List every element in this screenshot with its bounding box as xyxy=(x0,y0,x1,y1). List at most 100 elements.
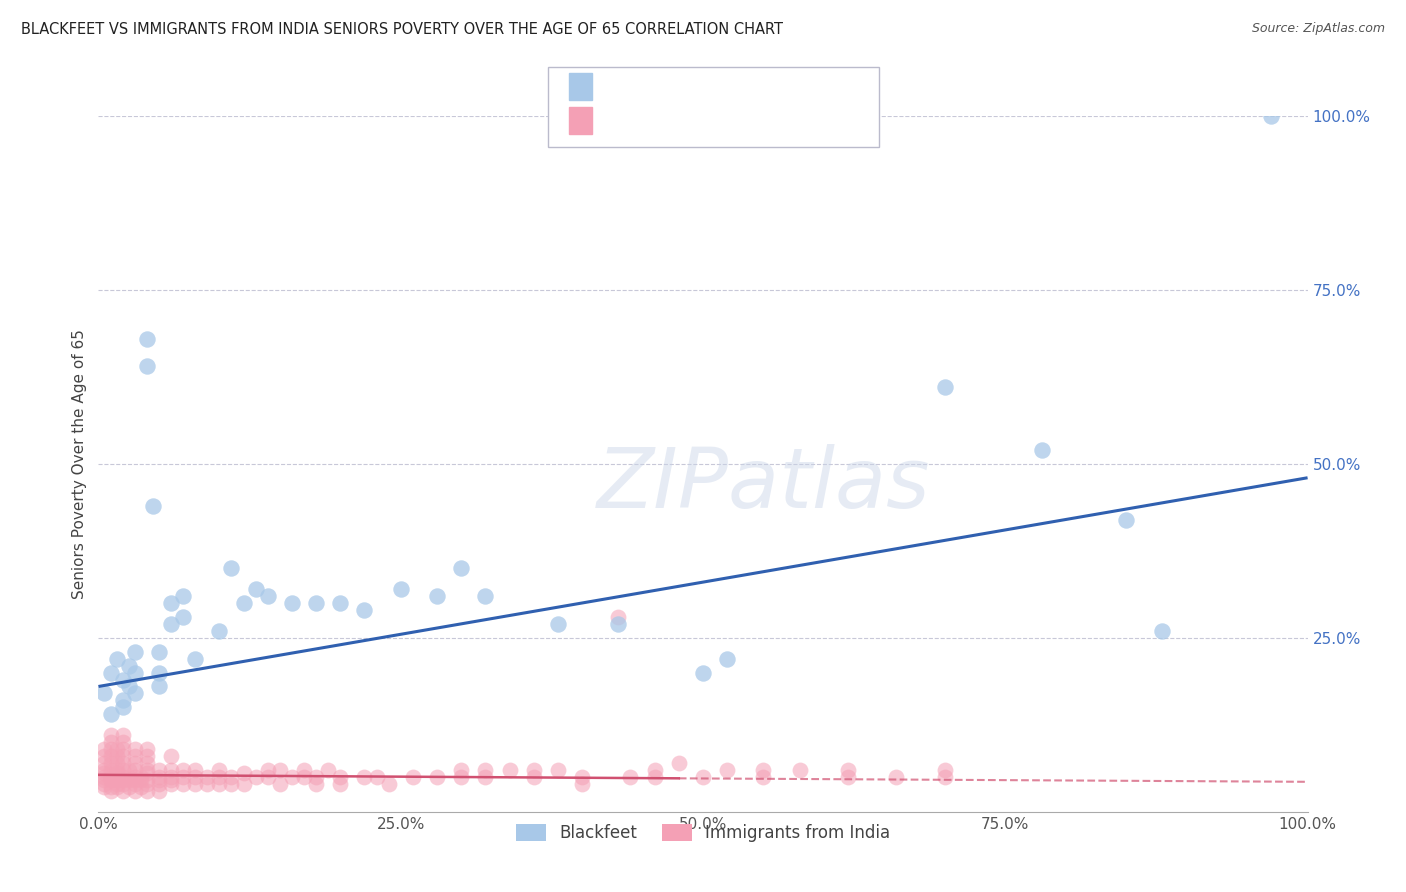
Point xyxy=(111,773,134,788)
Text: N =: N = xyxy=(692,112,744,129)
Point xyxy=(148,763,170,777)
Point xyxy=(402,770,425,784)
Point xyxy=(135,742,157,756)
Point xyxy=(148,784,170,798)
Point xyxy=(329,777,352,791)
Point xyxy=(292,763,315,777)
Point xyxy=(100,742,122,756)
Point xyxy=(837,770,859,784)
Point xyxy=(305,770,328,784)
Point xyxy=(135,763,157,777)
Point xyxy=(184,777,207,791)
Point xyxy=(281,596,304,610)
Point xyxy=(135,777,157,791)
Point xyxy=(607,616,630,631)
Point xyxy=(148,645,170,659)
Point xyxy=(172,777,194,791)
Point xyxy=(148,680,170,694)
Point xyxy=(135,773,157,788)
Point xyxy=(111,777,134,791)
Point xyxy=(353,770,375,784)
Point xyxy=(124,773,146,788)
Point xyxy=(111,742,134,756)
Point xyxy=(474,589,496,603)
Point xyxy=(1031,442,1053,457)
Point xyxy=(93,686,115,700)
Point xyxy=(118,658,141,673)
Point xyxy=(607,610,630,624)
Point xyxy=(172,610,194,624)
Point xyxy=(105,651,128,665)
Point xyxy=(111,700,134,714)
Point xyxy=(93,777,115,791)
Point xyxy=(292,770,315,784)
Point xyxy=(523,763,546,777)
Point xyxy=(644,770,666,784)
Point xyxy=(208,777,231,791)
Point xyxy=(692,665,714,680)
Point xyxy=(118,770,141,784)
Point xyxy=(1152,624,1174,638)
Point xyxy=(886,770,908,784)
Point xyxy=(118,763,141,777)
Point xyxy=(426,770,449,784)
Point xyxy=(172,763,194,777)
Point xyxy=(160,773,183,788)
Point xyxy=(135,332,157,346)
Point xyxy=(221,561,243,575)
Point xyxy=(93,756,115,770)
Point xyxy=(692,770,714,784)
Point xyxy=(148,773,170,788)
Point xyxy=(148,770,170,784)
Point xyxy=(668,756,690,770)
Point xyxy=(474,763,496,777)
Point xyxy=(129,770,152,784)
Point xyxy=(160,777,183,791)
Point xyxy=(118,680,141,694)
Point xyxy=(148,777,170,791)
Point xyxy=(934,380,956,394)
Point xyxy=(245,770,267,784)
Point xyxy=(93,770,115,784)
Point xyxy=(111,693,134,707)
Point xyxy=(184,770,207,784)
Point xyxy=(124,686,146,700)
Point xyxy=(789,763,811,777)
Point xyxy=(547,763,569,777)
Point xyxy=(100,707,122,722)
Point xyxy=(377,777,399,791)
Point xyxy=(716,763,738,777)
Point xyxy=(105,766,128,780)
Point xyxy=(160,749,183,764)
Point xyxy=(172,589,194,603)
Point xyxy=(100,784,122,798)
Point xyxy=(100,665,122,680)
Point xyxy=(100,756,122,770)
Point xyxy=(232,777,254,791)
Point xyxy=(256,589,278,603)
Point xyxy=(93,763,115,777)
Text: 45: 45 xyxy=(741,78,768,95)
Point xyxy=(124,645,146,659)
Point xyxy=(184,763,207,777)
Point xyxy=(111,756,134,770)
Point xyxy=(160,596,183,610)
Point xyxy=(426,589,449,603)
Point xyxy=(148,665,170,680)
Point xyxy=(135,749,157,764)
Point xyxy=(208,624,231,638)
Point xyxy=(111,749,134,764)
Point xyxy=(93,773,115,788)
Point xyxy=(837,763,859,777)
Point xyxy=(716,651,738,665)
Point xyxy=(366,770,388,784)
Text: ZIPatlas: ZIPatlas xyxy=(596,444,931,525)
Point xyxy=(118,773,141,788)
Point xyxy=(124,763,146,777)
Point xyxy=(752,763,775,777)
Point xyxy=(105,780,128,795)
Point xyxy=(934,763,956,777)
Point xyxy=(124,784,146,798)
Point xyxy=(93,780,115,795)
Point xyxy=(256,763,278,777)
